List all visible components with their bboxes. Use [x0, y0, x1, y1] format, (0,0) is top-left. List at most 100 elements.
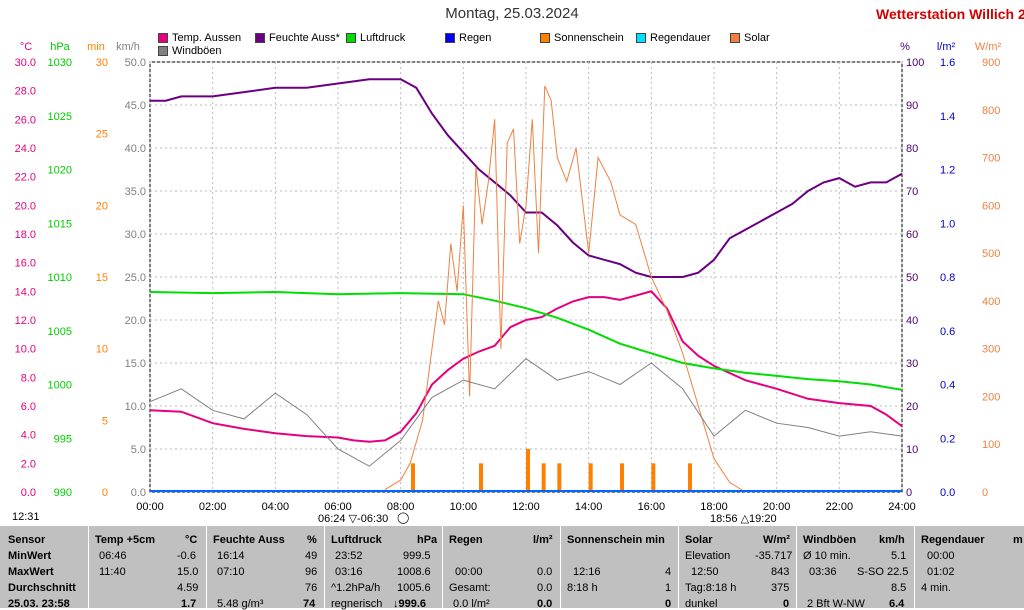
solar-tick-label: 500: [982, 248, 1000, 260]
wind-tick-label: 50.0: [125, 57, 146, 69]
pressure-tick-label: 995: [54, 433, 72, 445]
sunshine-bar: [620, 463, 624, 492]
humidity-tick-label: 60: [906, 229, 918, 241]
humidity-tick-label: 30: [906, 358, 918, 370]
temp-tick-label: 6.0: [21, 401, 36, 413]
stats-table: Sensor MinWert MaxWert Durchschnitt 25.0…: [0, 526, 1024, 610]
axis-unit-label: l/m²: [937, 41, 956, 53]
col-sensor: Sensor MinWert MaxWert Durchschnitt 25.0…: [8, 534, 76, 610]
x-tick-label: 12:00: [512, 501, 540, 513]
x-tick-label: 24:00: [888, 501, 916, 513]
axis-unit-label: %: [900, 41, 910, 53]
legend-item-regen[interactable]: Regen: [445, 32, 491, 44]
humidity-tick-label: 0: [906, 487, 912, 499]
x-tick-label: 18:00: [700, 501, 728, 513]
temp-tick-label: 30.0: [15, 57, 36, 69]
legend-item-feuchte[interactable]: Feuchte Auss*: [255, 32, 340, 44]
axis-unit-label: W/m²: [975, 41, 1002, 53]
x-tick-label: 14:00: [575, 501, 603, 513]
x-tick-label: 16:00: [638, 501, 666, 513]
x-tick-label: 20:00: [763, 501, 791, 513]
sunshine-bar: [557, 463, 562, 492]
sunshine-bar: [651, 463, 656, 492]
humidity-tick-label: 80: [906, 143, 918, 155]
pressure-tick-label: 990: [54, 487, 72, 499]
x-tick-label: 00:00: [136, 501, 164, 513]
wind-tick-label: 30.0: [125, 229, 146, 241]
wind-tick-label: 15.0: [125, 358, 146, 370]
series-line-luftdruck: [149, 290, 903, 391]
solar-tick-label: 400: [982, 296, 1000, 308]
solar-tick-label: 900: [982, 57, 1000, 69]
solar-tick-label: 100: [982, 439, 1000, 451]
temp-tick-label: 0.0: [21, 487, 36, 499]
x-tick-label: 22:00: [826, 501, 854, 513]
wind-tick-label: 35.0: [125, 186, 146, 198]
series-line-feuchteauss: [150, 78, 903, 278]
pressure-tick-label: 1030: [48, 57, 72, 69]
rain-tick-label: 1.4: [940, 111, 955, 123]
axis-unit-label: hPa: [50, 41, 70, 53]
legend-item-temp[interactable]: Temp. Aussen: [158, 32, 241, 44]
station-name: Wetterstation Willich 2: [876, 6, 1024, 22]
chart-canvas: 00:00 02:00 04:00 06:00 08:00 10:00 12:00 14:00…: [15, 41, 1002, 513]
solar-tick-label: 700: [982, 153, 1000, 165]
legend-item-windboeen[interactable]: Windböen: [158, 45, 222, 57]
minutes-tick-label: 25: [96, 129, 108, 141]
pressure-tick-label: 1015: [48, 218, 72, 230]
page-title: Montag, 25.03.2024: [445, 5, 579, 22]
x-tick-label: 10:00: [450, 501, 478, 513]
x-tick-label: 04:00: [262, 501, 290, 513]
solar-tick-label: 800: [982, 105, 1000, 117]
humidity-tick-label: 100: [906, 57, 924, 69]
axis-unit-label: km/h: [116, 41, 140, 53]
wind-tick-label: 25.0: [125, 272, 146, 284]
rain-tick-label: 0.6: [940, 326, 955, 338]
temp-tick-label: 28.0: [15, 86, 36, 98]
wind-tick-label: 5.0: [131, 444, 146, 456]
rain-tick-label: 0.4: [940, 380, 955, 392]
temp-tick-label: 16.0: [15, 258, 36, 270]
humidity-tick-label: 90: [906, 100, 918, 112]
pressure-tick-label: 1010: [48, 272, 72, 284]
wind-tick-label: 40.0: [125, 143, 146, 155]
legend-item-regendauer[interactable]: Regendauer: [636, 32, 711, 44]
temp-tick-label: 20.0: [15, 200, 36, 212]
series-line-windben: [149, 358, 903, 467]
wind-tick-label: 20.0: [125, 315, 146, 327]
humidity-tick-label: 10: [906, 444, 918, 456]
legend-item-solar[interactable]: Solar: [730, 32, 770, 44]
solar-tick-label: 600: [982, 200, 1000, 212]
rain-tick-label: 0.8: [940, 272, 955, 284]
sunset-label: 18:56 △19:20: [710, 513, 777, 525]
temp-tick-label: 22.0: [15, 172, 36, 184]
rain-tick-label: 1.0: [940, 218, 955, 230]
legend-item-luftdruck[interactable]: Luftdruck: [346, 32, 405, 44]
minutes-tick-label: 0: [102, 487, 108, 499]
minutes-tick-label: 20: [96, 200, 108, 212]
clock-time: 12:31: [12, 511, 40, 523]
solar-tick-label: 200: [982, 391, 1000, 403]
solar-tick-label: 300: [982, 344, 1000, 356]
sunshine-bar: [411, 463, 416, 492]
col-sonnenschein: Sonnenschein min 12:16 4 8:18 h 1 0: [560, 526, 679, 610]
minutes-tick-label: 5: [102, 415, 108, 427]
legend-item-sonnenschein[interactable]: Sonnenschein: [540, 32, 624, 44]
pressure-tick-label: 1020: [48, 165, 72, 177]
humidity-tick-label: 40: [906, 315, 918, 327]
temp-tick-label: 8.0: [21, 372, 36, 384]
minutes-tick-label: 30: [96, 57, 108, 69]
series-line-tempaussen: [149, 290, 903, 443]
temp-tick-label: 10.0: [15, 344, 36, 356]
rain-tick-label: 1.2: [940, 165, 955, 177]
x-tick-label: 06:00: [324, 501, 352, 513]
sunrise-label: 06:24 ▽-06:30: [318, 513, 389, 525]
wind-tick-label: 10.0: [125, 401, 146, 413]
minutes-tick-label: 10: [96, 344, 108, 356]
series-line-solar: [384, 85, 746, 493]
wind-tick-label: 0.0: [131, 487, 146, 499]
rain-tick-label: 0.2: [940, 433, 955, 445]
col-solar: Solar W/m² Elevation -35.717 12:50 843 T…: [678, 526, 797, 610]
minutes-tick-label: 15: [96, 272, 108, 284]
noon-marker-icon: ◯: [397, 512, 410, 524]
